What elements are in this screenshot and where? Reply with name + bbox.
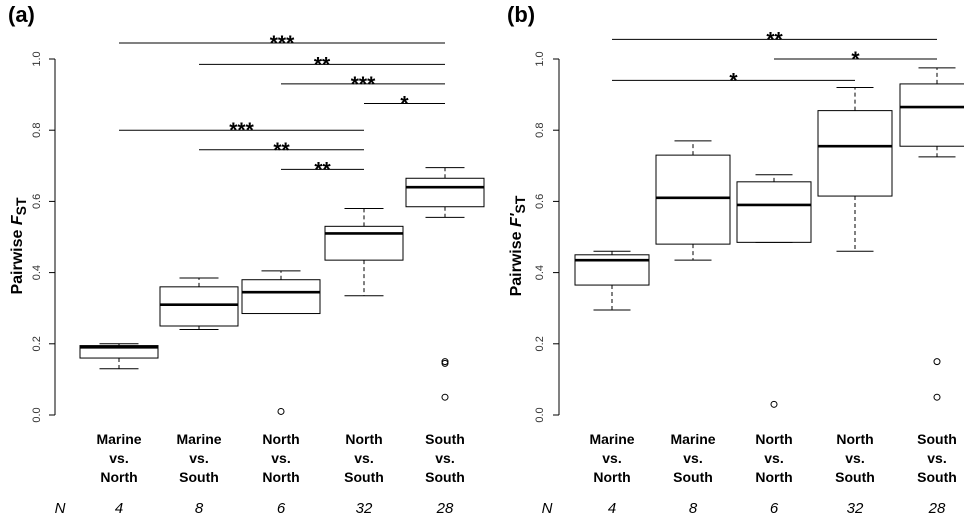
panel-b-category-0-line-2: North [593,469,630,485]
panel-b-box-3-iqr [817,110,893,197]
panel-a-n-value-2: 6 [277,500,286,517]
panel-b-box-2-outlier-0 [770,400,778,408]
panel-a-significance-label-6: ** [314,158,331,181]
panel-a-n-value-4: 28 [436,500,454,517]
panel-b-category-4-line-0: South [917,431,957,447]
panel-a-label: (a) [8,2,35,27]
panel-a-y-tick-label-1: 0.2 [31,336,43,351]
panel-b-n-value-4: 28 [928,500,946,517]
panel-a-box-4-outlier-1 [441,358,449,366]
panel-a-category-4-line-2: South [425,469,465,485]
panel-b-category-3-line-0: North [836,431,873,447]
panel-a-category-1-line-1: vs. [189,450,208,466]
panel-a-n-value-1: 8 [195,500,204,517]
panel-a-category-2-line-0: North [262,431,299,447]
panel-a-category-0-line-0: Marine [96,431,141,447]
panel-b-y-axis-title-sub: ST [512,195,528,213]
panel-b-y-axis-title-prefix: Pairwise [508,227,525,296]
panel-b-significance-label-2: * [729,69,738,92]
panel-a-box-2-outlier-0 [277,407,285,415]
panel-a-category-4-line-0: South [425,431,465,447]
panel-a-category-4-line-1: vs. [435,450,454,466]
panel-b-n-value-0: 4 [608,500,616,517]
panel-a-y-axis-title: Pairwise FST [9,197,29,294]
panel-a-y-tick-label-0: 0.0 [31,407,43,422]
panel-a-box-4-iqr [405,177,485,208]
panel-b-box-4-iqr [899,83,964,147]
panel-a-category-3-line-0: North [345,431,382,447]
panel-a-box-4-outlier-2 [441,393,449,401]
panel-a-category-0-line-2: North [100,469,137,485]
panel-a-significance-label-5: ** [273,139,290,162]
panel-a-significance-label-0: *** [270,32,295,55]
panel-b-significance-label-1: * [851,48,860,71]
panel-a-category-2-line-2: North [262,469,299,485]
panel-b-category-3-line-1: vs. [845,450,864,466]
panel-a-y-tick-label-5: 1.0 [31,51,43,66]
panel-b-category-1-line-2: South [673,469,713,485]
panel-a-category-3-line-2: South [344,469,384,485]
panel-a-category-3-line-1: vs. [354,450,373,466]
panel-b-category-0-line-0: Marine [589,431,634,447]
panel-a-y-tick-label-3: 0.6 [31,194,43,209]
panel-b-n-value-3: 32 [847,500,864,517]
panel-a-box-0-iqr [79,345,159,359]
panel-b-y-axis-title: Pairwise F'ST [508,195,528,296]
panel-b-box-1-iqr [655,154,731,245]
panel-a-n-value-0: 4 [115,500,123,517]
panel-a-y-tick-label-4: 0.8 [31,123,43,138]
panel-a-significance-label-2: *** [351,73,376,96]
panel-a-y-axis-title-sub: ST [13,197,29,215]
panel-a-significance-label-3: * [400,93,409,116]
panel-a-box-3-iqr [324,225,404,261]
panel-b-n-value-2: 6 [770,500,779,517]
panel-b-n-label: N [542,500,553,517]
panel-a-significance-label-1: ** [314,53,331,76]
panel-b-category-1-line-1: vs. [683,450,702,466]
panel-a-category-2-line-1: vs. [271,450,290,466]
panel-a-y-axis-title-var: F [9,214,26,225]
panel-a-category-1-line-2: South [179,469,219,485]
panel-b-significance-label-0: ** [766,28,783,51]
panel-b-box-4-outlier-0 [933,358,941,366]
panel-b-box-4-outlier-1 [933,393,941,401]
panel-b-category-2-line-2: North [755,469,792,485]
panel-b-category-2-line-0: North [755,431,792,447]
panel-a-n-label: N [55,500,66,517]
panel-b-category-3-line-2: South [835,469,875,485]
panel-b-n-value-1: 8 [689,500,698,517]
panel-b-category-1-line-0: Marine [670,431,715,447]
panel-a-box-2-iqr [241,279,321,315]
panel-b-y-tick-label-0: 0.0 [534,407,546,422]
panel-a-n-value-3: 32 [356,500,373,517]
panel-b-y-tick-label-1: 0.2 [534,336,546,351]
panel-b-category-2-line-1: vs. [764,450,783,466]
panel-a-category-1-line-0: Marine [176,431,221,447]
panel-b-category-4-line-2: South [917,469,957,485]
panel-a-y-axis-title-prefix: Pairwise [9,225,26,294]
panel-b-y-tick-label-5: 1.0 [534,51,546,66]
panel-b-y-tick-label-2: 0.4 [534,265,546,280]
panel-b-category-0-line-1: vs. [602,450,621,466]
panel-b-y-axis-title-var: F' [508,212,525,227]
panel-a-y-tick-label-2: 0.4 [31,265,43,280]
panel-a-category-0-line-1: vs. [109,450,128,466]
panel-b-y-tick-label-4: 0.8 [534,123,546,138]
panel-b-box-2-iqr [736,181,812,243]
panel-a-box-1-iqr [159,286,239,327]
panel-b-category-4-line-1: vs. [927,450,946,466]
panel-b-label: (b) [507,2,535,27]
panel-a-significance-label-4: *** [229,119,254,142]
panel-b-y-tick-label-3: 0.6 [534,194,546,209]
